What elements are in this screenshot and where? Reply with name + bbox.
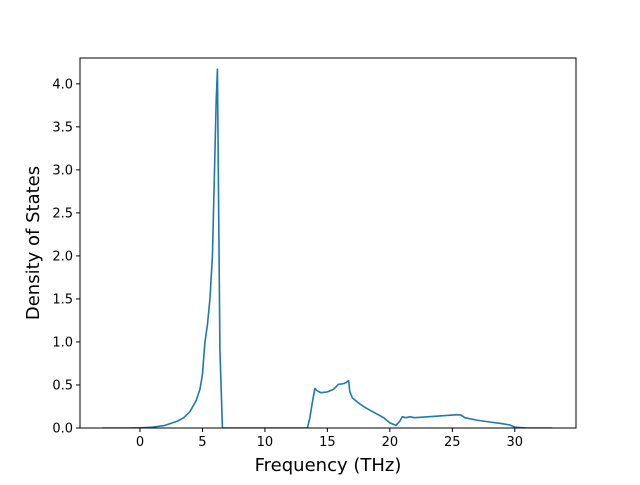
x-tick-label: 5	[198, 435, 206, 450]
y-tick-label: 2.0	[52, 249, 73, 264]
x-tick-label: 30	[507, 435, 524, 450]
plot-area	[102, 68, 553, 428]
y-tick-label: 2.5	[52, 206, 73, 221]
x-tick-label: 25	[444, 435, 461, 450]
y-axis-ticks: 0.0 0.5 1.0 1.5 2.0 2.5 3.0 3.5 4.0	[52, 77, 80, 437]
y-tick-label: 1.5	[52, 292, 73, 307]
axes-frame	[79, 57, 577, 429]
y-tick-label: 3.0	[52, 163, 73, 178]
x-tick-label: 10	[257, 435, 274, 450]
y-tick-label: 1.0	[52, 335, 73, 350]
dos-series-line-0	[102, 68, 553, 428]
y-tick-label: 0.0	[52, 422, 73, 437]
y-axis-label: Density of States	[23, 166, 44, 320]
x-tick-label: 20	[382, 435, 399, 450]
y-tick-label: 4.0	[52, 77, 73, 92]
x-axis-label: Frequency (THz)	[255, 455, 402, 476]
x-axis-ticks: 0 5 10 15 20 25 30	[136, 428, 523, 450]
y-tick-label: 0.5	[52, 378, 73, 393]
y-tick-label: 3.5	[52, 120, 73, 135]
x-tick-label: 15	[319, 435, 336, 450]
x-tick-label: 0	[136, 435, 144, 450]
